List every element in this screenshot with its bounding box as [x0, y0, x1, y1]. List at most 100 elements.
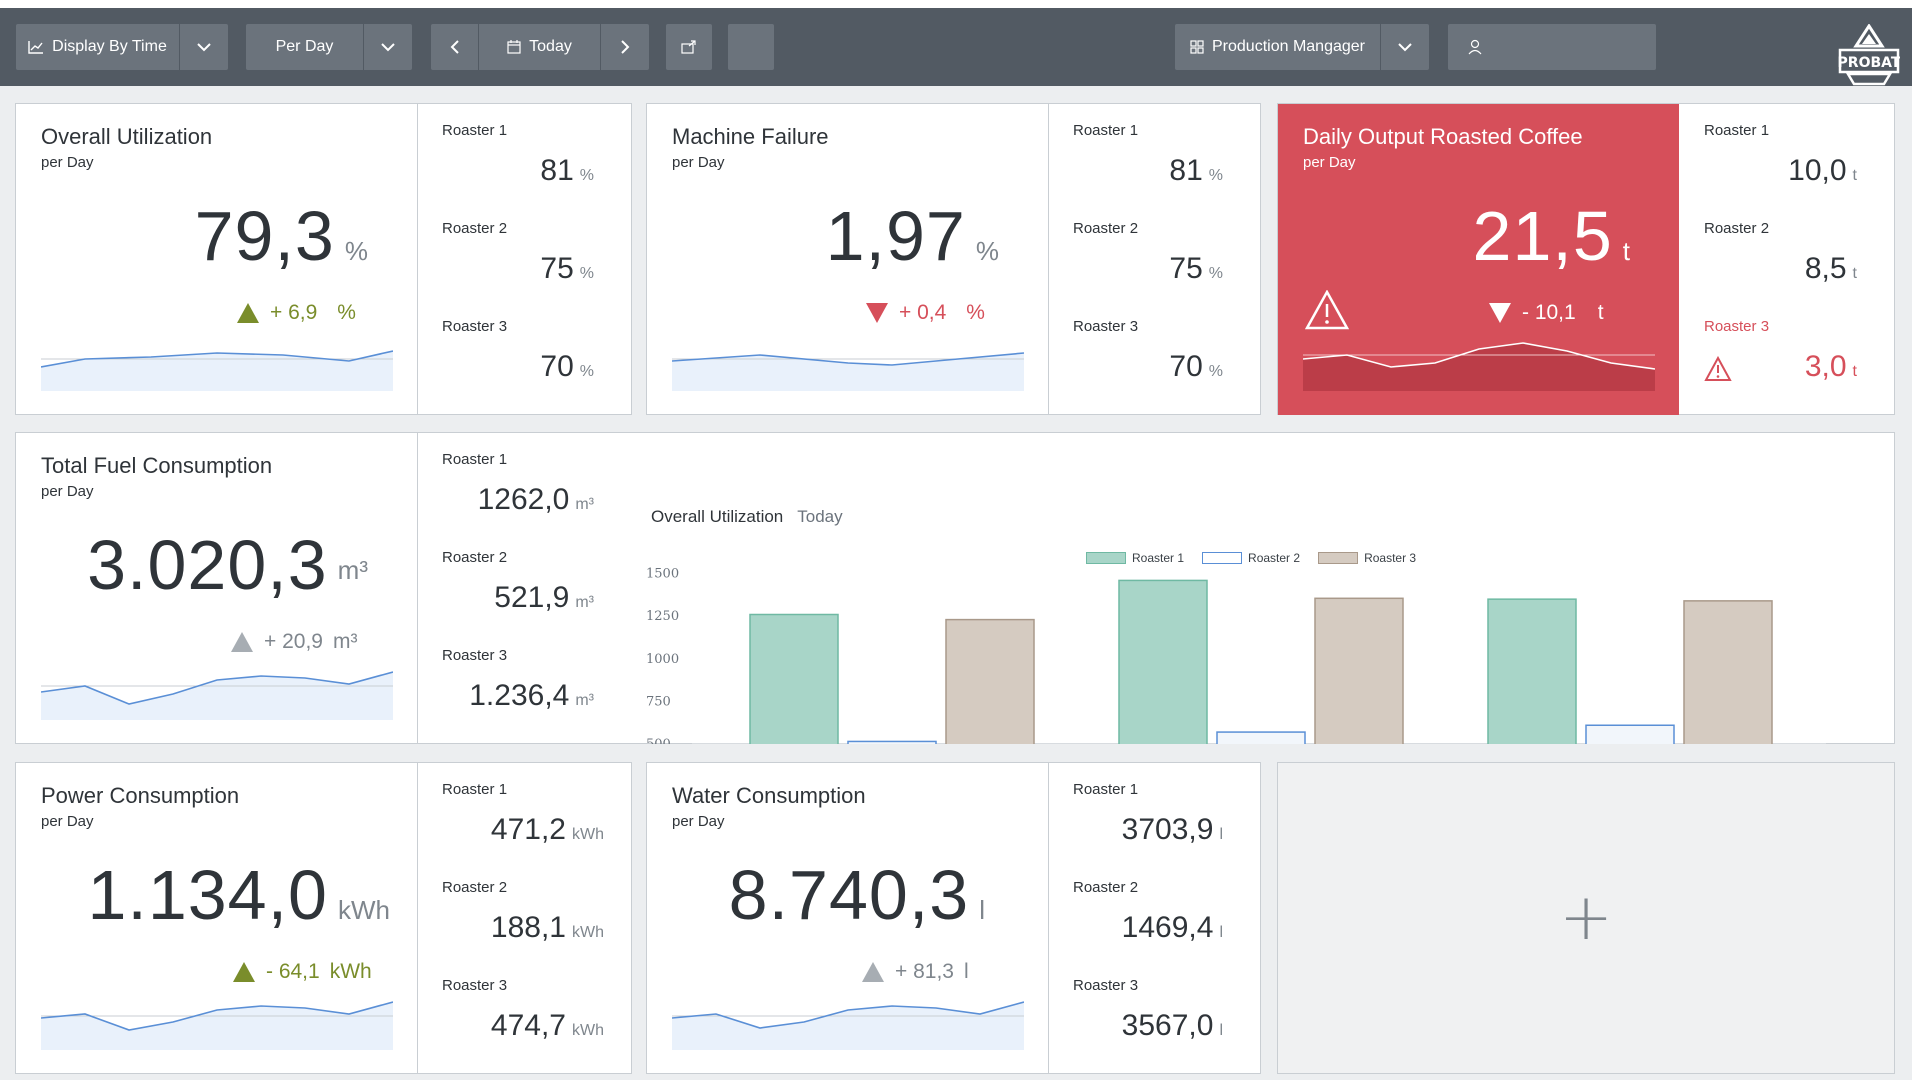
kpi-card-daily-output[interactable]: Daily Output Roasted Coffee per Day 21,5…	[1277, 103, 1895, 415]
main-value-number: 1,97	[825, 197, 966, 275]
roaster-label: Roaster 3	[442, 647, 508, 664]
role-chevron[interactable]	[1381, 24, 1429, 70]
date-picker-button[interactable]: Today	[479, 24, 601, 70]
export-button-inner[interactable]	[666, 24, 712, 70]
bar-roaster-3[interactable]	[1683, 600, 1773, 744]
legend-label: Roaster 1	[1132, 551, 1185, 565]
roaster-value: 3567,0 l	[1122, 1009, 1223, 1043]
main-value: 21,5 t	[1278, 196, 1630, 276]
roaster-label: Roaster 3	[1073, 318, 1139, 335]
legend-label: Roaster 3	[1364, 551, 1417, 565]
card-title: Water Consumption	[672, 783, 866, 808]
top-strip	[0, 0, 1912, 8]
period-chevron[interactable]	[364, 24, 412, 70]
roaster-value: 75%	[540, 252, 594, 286]
roaster-value: 1469,4 l	[1122, 911, 1223, 945]
trend-unit: m³	[332, 630, 358, 653]
bar-roaster-1[interactable]	[1118, 579, 1208, 744]
roaster-value-alert: 3,0 t	[1805, 350, 1857, 384]
utilization-bar-chart: 1500 1250 1000 750 500	[646, 567, 1826, 744]
probat-logo[interactable]: PROBAT	[1838, 24, 1900, 86]
legend-label: Roaster 2	[1248, 551, 1301, 565]
calendar-icon	[507, 40, 521, 54]
role-dropdown[interactable]: Production Mangager	[1175, 24, 1429, 70]
legend-item-roaster-3[interactable]: Roaster 3	[1318, 551, 1416, 565]
roaster-value: 81%	[1169, 154, 1223, 188]
kpi-card-machine-failure[interactable]: Machine Failure per Day 1,97% + 0,4% Roa…	[646, 103, 1261, 415]
trend-unit: l	[963, 960, 969, 983]
roaster-value: 1.236,4 m³	[469, 679, 594, 713]
legend-item-roaster-1[interactable]: Roaster 1	[1086, 551, 1184, 565]
roaster-value: 70%	[540, 350, 594, 384]
user-field[interactable]	[1448, 24, 1656, 70]
trend-indicator: - 64,1 kWh	[232, 960, 372, 984]
period-button[interactable]: Per Day	[246, 24, 364, 70]
card-divider	[417, 433, 418, 743]
sparkline	[41, 671, 393, 720]
line-chart-icon	[28, 41, 44, 54]
kpi-card-utilization[interactable]: Overall Utilization per Day 79,3% + 6,9%…	[15, 103, 632, 415]
y-tick-label: 500	[646, 737, 671, 744]
roaster-value: 70%	[1169, 350, 1223, 384]
card-divider	[417, 763, 418, 1073]
display-by-button[interactable]: Display By Time	[16, 24, 180, 70]
display-by-dropdown[interactable]: Display By Time	[16, 24, 228, 70]
trend-unit: %	[337, 301, 356, 324]
y-tick-label: 1250	[646, 609, 679, 624]
roaster-label-alert: Roaster 3	[1704, 318, 1770, 335]
card-divider	[1048, 763, 1049, 1073]
warning-icon	[1704, 356, 1732, 381]
kpi-card-power-consumption[interactable]: Power Consumption per Day 1.134,0 kWh - 6…	[15, 762, 632, 1074]
roaster-value: 1262,0 m³	[478, 483, 594, 517]
kpi-card-fuel-consumption[interactable]: Total Fuel Consumption per Day 3.020,3 m³…	[15, 432, 1895, 744]
export-button[interactable]	[666, 24, 712, 70]
trend-value: + 6,9	[270, 301, 318, 324]
roaster-value-unit: kWh	[572, 1022, 604, 1039]
roaster-value-number: 10,0	[1788, 154, 1847, 187]
roaster-value-unit: m³	[575, 496, 594, 513]
roaster-label: Roaster 1	[442, 122, 508, 139]
add-widget-card[interactable]: +	[1277, 762, 1895, 1074]
period-dropdown[interactable]: Per Day	[246, 24, 412, 70]
roaster-value-number: 3567,0	[1121, 1009, 1214, 1042]
sparkline	[672, 352, 1024, 391]
bar-roaster-2[interactable]	[1585, 724, 1675, 744]
trend-indicator: - 10,1 t	[1488, 301, 1604, 325]
next-date-button[interactable]	[601, 24, 649, 70]
prev-date-button[interactable]	[431, 24, 479, 70]
bar-roaster-2[interactable]	[847, 740, 937, 744]
plus-icon: +	[1559, 881, 1613, 955]
roaster-label: Roaster 1	[442, 451, 508, 468]
main-value-unit: %	[344, 236, 368, 266]
trend-up-icon	[237, 303, 259, 323]
date-label: Today	[529, 38, 572, 55]
bar-roaster-3[interactable]	[945, 618, 1035, 744]
card-divider	[417, 104, 418, 414]
y-tick-label: 750	[646, 694, 671, 709]
bar-roaster-1[interactable]	[749, 613, 839, 744]
roaster-value-unit: l	[1219, 826, 1223, 843]
card-title: Daily Output Roasted Coffee	[1303, 124, 1583, 149]
role-button[interactable]: Production Mangager	[1175, 24, 1381, 70]
bar-roaster-1[interactable]	[1487, 598, 1577, 744]
blank-toolbar-button[interactable]	[728, 24, 774, 70]
kpi-card-water-consumption[interactable]: Water Consumption per Day 8.740,3 l + 81,…	[646, 762, 1261, 1074]
display-by-chevron[interactable]	[180, 24, 228, 70]
bar-roaster-2[interactable]	[1216, 731, 1306, 744]
roaster-label: Roaster 1	[1073, 122, 1139, 139]
toolbar: Display By Time Per Day Today	[0, 8, 1912, 86]
roaster-value-unit: l	[1219, 1022, 1223, 1039]
trend-neutral-icon	[862, 962, 884, 982]
roaster-label: Roaster 3	[442, 977, 508, 994]
main-value-number: 79,3	[194, 197, 335, 275]
bar-roaster-3[interactable]	[1314, 597, 1404, 744]
main-value: 1.134,0 kWh	[16, 855, 390, 935]
main-value-number: 3.020,3	[87, 526, 328, 604]
roaster-value-number: 8,5	[1804, 252, 1847, 285]
trend-unit: t	[1597, 301, 1604, 324]
period-label: Per Day	[275, 38, 334, 55]
roaster-value-number: 75	[540, 252, 574, 285]
roaster-breakdown: Roaster 1 81% Roaster 2 75% Roaster 3 70…	[418, 104, 632, 416]
roaster-value-unit: %	[1208, 265, 1223, 282]
legend-item-roaster-2[interactable]: Roaster 2	[1202, 551, 1300, 565]
